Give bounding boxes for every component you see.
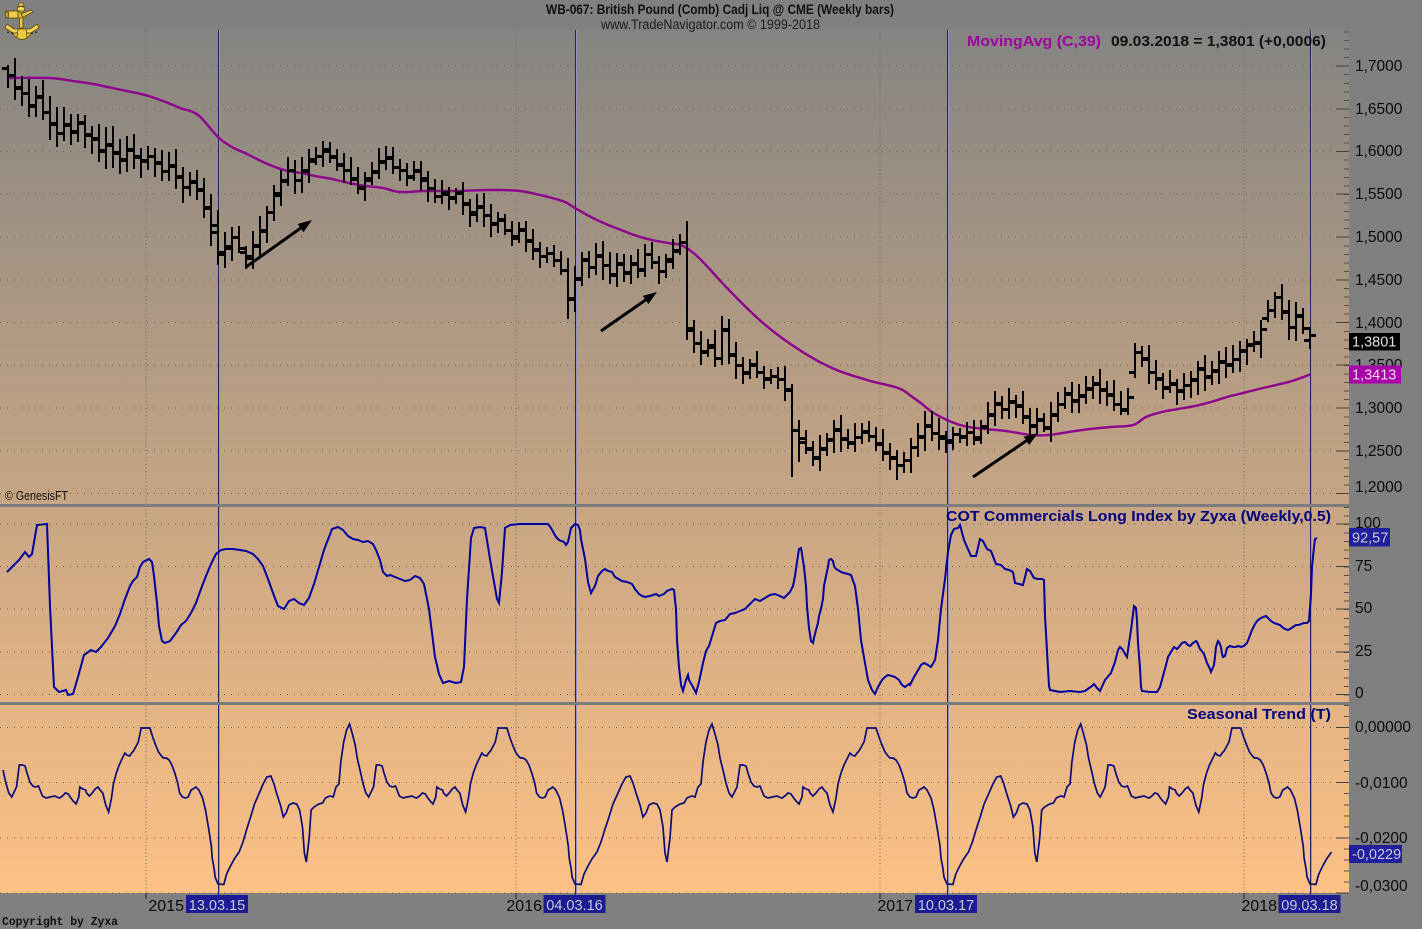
svg-text:1,2500: 1,2500: [1355, 443, 1403, 460]
svg-text:1,4500: 1,4500: [1355, 272, 1403, 289]
svg-text:© GenesisFT: © GenesisFT: [5, 488, 68, 503]
svg-text:-0,0300: -0,0300: [1355, 878, 1408, 895]
svg-text:0: 0: [1355, 685, 1364, 702]
svg-text:2017: 2017: [877, 898, 913, 915]
svg-text:1,3801: 1,3801: [1352, 335, 1396, 351]
svg-text:92,57: 92,57: [1352, 531, 1388, 547]
svg-text:-0,0200: -0,0200: [1355, 830, 1408, 847]
svg-text:50: 50: [1355, 600, 1373, 617]
svg-text:0,00000: 0,00000: [1355, 719, 1411, 736]
svg-text:MovingAvg (C,39): MovingAvg (C,39): [967, 33, 1101, 50]
svg-text:1,2000: 1,2000: [1355, 479, 1403, 496]
svg-text:1,3000: 1,3000: [1355, 400, 1403, 417]
svg-text:1,3413: 1,3413: [1352, 368, 1396, 384]
svg-text:Seasonal Trend (T): Seasonal Trend (T): [1187, 707, 1331, 723]
svg-text:13.03.15: 13.03.15: [189, 898, 245, 914]
svg-text:100: 100: [1355, 515, 1381, 532]
svg-text:1,7000: 1,7000: [1355, 58, 1403, 75]
svg-text:1,5500: 1,5500: [1355, 186, 1403, 203]
svg-text:-0,0229: -0,0229: [1352, 847, 1401, 863]
svg-text:1,6000: 1,6000: [1355, 143, 1403, 160]
svg-text:75: 75: [1355, 558, 1372, 575]
svg-text:2018: 2018: [1241, 898, 1277, 915]
svg-text:www.TradeNavigator.com © 1999-: www.TradeNavigator.com © 1999-2018: [600, 17, 820, 32]
svg-text:1,5000: 1,5000: [1355, 229, 1403, 246]
svg-text:2015: 2015: [148, 898, 184, 915]
svg-text:09.03.18: 09.03.18: [1281, 898, 1337, 914]
svg-text:WB-067: British Pound (Comb): WB-067: British Pound (Comb) Cadj Liq @ …: [546, 1, 894, 17]
svg-text:2016: 2016: [506, 898, 542, 915]
svg-text:-0,0100: -0,0100: [1355, 775, 1408, 792]
svg-text:09.03.2018 = 1,3801 (+0,0006): 09.03.2018 = 1,3801 (+0,0006): [1111, 33, 1326, 50]
svg-text:25: 25: [1355, 643, 1372, 660]
svg-text:04.03.16: 04.03.16: [546, 898, 602, 914]
svg-text:1,6500: 1,6500: [1355, 101, 1403, 118]
svg-text:10.03.17: 10.03.17: [918, 898, 974, 914]
svg-text:1,4000: 1,4000: [1355, 315, 1403, 332]
svg-text:Copyright by Zyxa: Copyright by Zyxa: [2, 916, 118, 929]
svg-text:COT Commercials Long Index by: COT Commercials Long Index by Zyxa (Week…: [946, 509, 1331, 525]
